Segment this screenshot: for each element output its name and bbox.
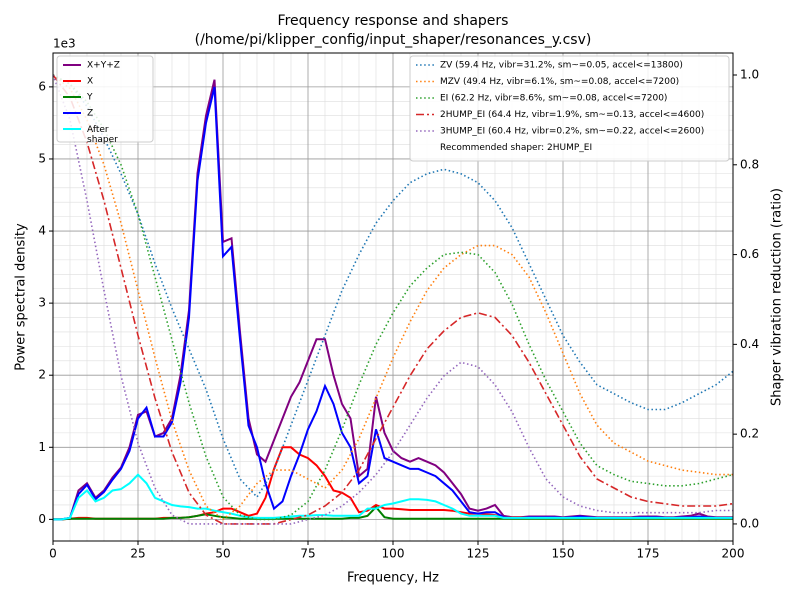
x-tick-label: 200 xyxy=(722,547,745,561)
legend-box xyxy=(56,55,154,143)
y-offset-label: 1e3 xyxy=(53,37,76,51)
legend-label: ZV (59.4 Hz, vibr=31.2%, sm~=0.05, accel… xyxy=(440,61,683,71)
legend-label: 2HUMP_EI (64.4 Hz, vibr=1.9%, sm~=0.13, … xyxy=(440,110,704,120)
y-tick-label: 2 xyxy=(38,368,46,382)
legend-box xyxy=(409,55,730,162)
y2-tick-label: 0.8 xyxy=(740,157,759,171)
y-tick-label: 4 xyxy=(38,224,46,238)
y-tick-label: 0 xyxy=(38,512,46,526)
y-tick-label: 1 xyxy=(38,440,46,454)
series-line xyxy=(53,74,733,525)
series-line xyxy=(53,473,733,521)
series-line xyxy=(53,74,733,525)
y-tick-label: 5 xyxy=(38,151,46,165)
legend-note: Recommended shaper: 2HUMP_EI xyxy=(440,143,592,153)
legend-label: X xyxy=(87,77,93,87)
axes-frame xyxy=(52,52,734,542)
y2-tick-label: 0.4 xyxy=(740,337,759,351)
legend: X+Y+Z XYZ After shaper xyxy=(56,55,154,145)
chart-subtitle: (/home/pi/klipper_config/input_shaper/re… xyxy=(195,32,592,48)
x-tick-label: 175 xyxy=(637,547,660,561)
legend-label: After shaper xyxy=(87,125,118,145)
x-tick-label: 0 xyxy=(49,547,57,561)
legend-label: EI (62.2 Hz, vibr=8.6%, sm~=0.08, accel<… xyxy=(440,94,667,104)
series-line xyxy=(53,74,733,521)
y2-axis-label: Shaper vibration reduction (ratio) xyxy=(770,188,785,406)
legend-label: MZV (49.4 Hz, vibr=6.1%, sm~=0.08, accel… xyxy=(440,77,679,87)
legend-label: 3HUMP_EI (60.4 Hz, vibr=0.2%, sm~=0.22, … xyxy=(440,127,704,137)
y2-tick-label: 0.0 xyxy=(740,516,759,530)
legend-label: X+Y+Z xyxy=(87,61,120,71)
legend-label: Y xyxy=(86,93,93,103)
y-axis-label: Power spectral density xyxy=(14,223,29,371)
x-tick-label: 125 xyxy=(467,547,490,561)
y-tick-label: 3 xyxy=(38,296,46,310)
y2-tick-label: 0.2 xyxy=(740,427,759,441)
chart-title: Frequency response and shapers xyxy=(278,13,509,29)
x-tick-label: 25 xyxy=(130,547,145,561)
x-axis-label: Frequency, Hz xyxy=(347,571,439,586)
y2-tick-label: 1.0 xyxy=(740,67,759,81)
series-line xyxy=(53,74,733,499)
x-tick-label: 100 xyxy=(382,547,405,561)
x-tick-label: 50 xyxy=(215,547,230,561)
x-tick-label: 150 xyxy=(552,547,575,561)
plot-lines xyxy=(53,74,733,525)
y2-tick-label: 0.6 xyxy=(740,247,759,261)
legend-label: Z xyxy=(87,109,93,119)
legend: ZV (59.4 Hz, vibr=31.2%, sm~=0.05, accel… xyxy=(409,55,730,162)
x-tick-label: 75 xyxy=(300,547,315,561)
y-tick-label: 6 xyxy=(38,79,46,93)
